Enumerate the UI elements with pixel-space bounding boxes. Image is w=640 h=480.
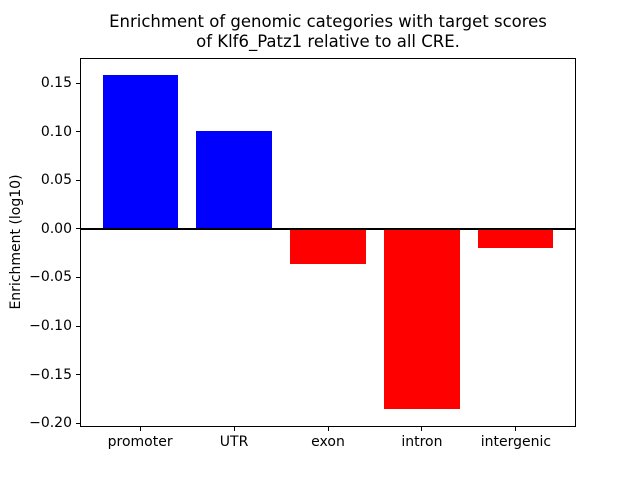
y-tick-label: −0.15 [29,366,72,383]
y-tick-label: 0.05 [40,172,72,189]
y-tick-label: 0.00 [40,220,72,237]
chart-title: Enrichment of genomic categories with ta… [109,12,547,51]
y-tick-mark [76,374,80,376]
x-tick-mark [139,427,141,431]
x-tick-mark [515,427,517,431]
x-tick-label: intergenic [480,434,552,450]
zero-line [80,227,576,230]
x-tick-mark [421,427,423,431]
bar-intron [384,228,460,409]
x-tick-label: intron [401,434,443,450]
y-tick-label: −0.20 [29,415,72,432]
x-tick-label: promoter [107,434,173,450]
y-tick-mark [76,228,80,230]
bar-exon [290,228,366,264]
y-tick-mark [76,179,80,181]
x-tick-mark [327,427,329,431]
y-tick-mark [76,325,80,327]
y-tick-mark [76,131,80,133]
bar-intergenic [478,228,554,249]
y-tick-mark [76,422,80,424]
x-tick-mark [233,427,235,431]
y-tick-label: 0.15 [40,75,72,92]
bar-UTR [196,130,272,229]
y-tick-label: −0.10 [29,318,72,334]
y-axis-label: Enrichment (log10) [8,174,24,310]
bar-promoter [102,75,178,229]
x-tick-label: exon [311,434,345,450]
y-tick-mark [76,82,80,84]
y-tick-mark [76,276,80,278]
y-tick-label: −0.05 [29,269,72,286]
y-tick-label: 0.10 [40,123,72,140]
x-tick-label: UTR [219,434,249,450]
